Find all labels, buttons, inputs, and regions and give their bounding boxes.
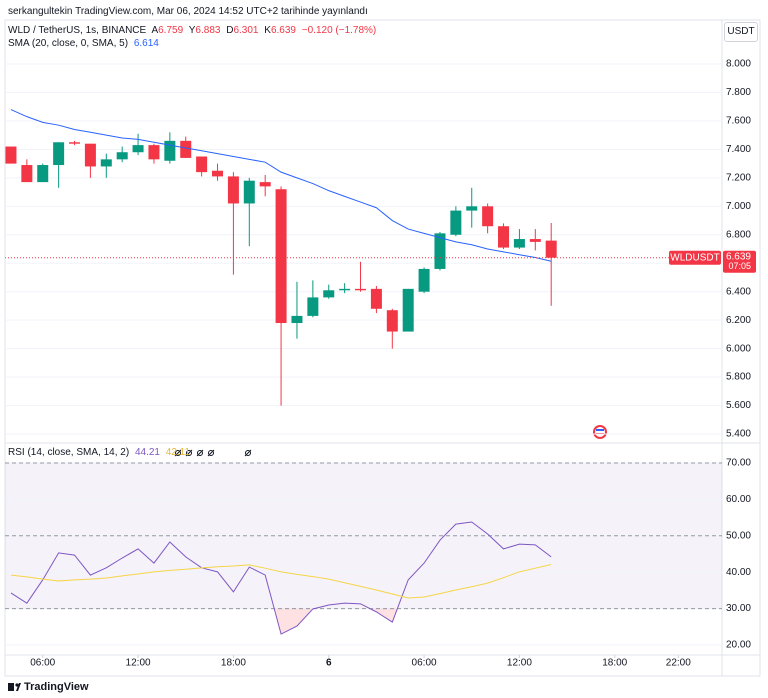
- candle-body: [386, 310, 398, 332]
- rsi-icons[interactable]: [174, 449, 252, 457]
- ohlc-value: 6.301: [233, 25, 259, 36]
- candle-body: [148, 145, 160, 160]
- rsi-line: [10, 564, 552, 599]
- candle-body: [227, 176, 239, 204]
- sma-line: [10, 109, 552, 262]
- price-tag: [723, 250, 756, 273]
- sma-value: 6.614: [133, 38, 159, 49]
- currency-button[interactable]: USDT: [724, 22, 758, 42]
- y-tick-label: 7.600: [726, 116, 751, 127]
- y-tick-label: 5.800: [726, 372, 751, 383]
- candle-body: [291, 315, 303, 324]
- x-tick-label: 06:00: [412, 658, 437, 669]
- rsi-sma-value: 42.11: [165, 447, 191, 458]
- y-tick-label: 7.800: [726, 87, 751, 98]
- candle-body: [498, 226, 510, 248]
- x-tick-label: 6: [326, 658, 332, 669]
- oversold-fill: [274, 608, 398, 635]
- candle-body: [5, 146, 17, 164]
- y-tick-label: 50.00: [726, 530, 751, 541]
- y-tick-label: 40.00: [726, 567, 751, 578]
- x-tick-label: 18:00: [602, 658, 627, 669]
- y-tick-label: 5.400: [726, 429, 751, 440]
- sma-legend: SMA (20, close, 0, SMA, 5) 6.614: [8, 38, 162, 50]
- publisher: serkangultekin TradingView.com, Mar 06, …: [8, 6, 368, 17]
- y-tick-label: 6.400: [726, 286, 751, 297]
- candle-body: [370, 288, 382, 309]
- countdown-label: 07:05: [728, 261, 751, 271]
- rsi-legend: RSI (14, close, SMA, 14, 2) 44.21 42.11: [8, 447, 193, 459]
- y-tick-label: 20.00: [726, 640, 751, 651]
- rsi-title: RSI (14, close, SMA, 14, 2): [8, 447, 130, 458]
- candle-body: [37, 165, 49, 183]
- flag-icon: [593, 425, 607, 439]
- candle-body: [116, 152, 128, 160]
- candle-body: [418, 268, 430, 292]
- x-tick-label: 12:00: [126, 658, 151, 669]
- symbol-tag-label: WLDUSDT: [670, 252, 719, 263]
- ohlc-value: 6.759: [158, 25, 184, 36]
- symbol-tag: [669, 250, 721, 265]
- x-tick-label: 18:00: [221, 658, 246, 669]
- candle-body: [53, 142, 65, 166]
- y-tick-label: 6.000: [726, 343, 751, 354]
- brand: TradingView: [24, 681, 89, 693]
- candles: [5, 132, 557, 406]
- y-tick-label: 30.00: [726, 603, 751, 614]
- y-tick-label: 60.00: [726, 494, 751, 505]
- y-tick-label: 7.400: [726, 144, 751, 155]
- candle-body: [450, 210, 462, 235]
- change: −0.120 (−1.78%): [301, 25, 377, 36]
- candle-body: [323, 290, 335, 298]
- sma-title: SMA (20, close, 0, SMA, 5): [8, 38, 129, 49]
- y-tick-label: 70.00: [726, 458, 751, 469]
- candle-body: [307, 297, 319, 316]
- y-tick-label: 7.000: [726, 201, 751, 212]
- rsi-value: 44.21: [134, 447, 160, 458]
- candle-body: [339, 288, 351, 291]
- ohlc-label: D: [226, 25, 234, 36]
- candle-body: [529, 239, 541, 242]
- frame: [4, 19, 761, 677]
- x-tick-label: 12:00: [507, 658, 532, 669]
- candle-body: [84, 143, 96, 167]
- symbol-title: WLD / TetherUS, 1s, BINANCE: [8, 25, 147, 36]
- candle-body: [243, 180, 255, 204]
- price-tag-label: 6.639: [726, 251, 751, 262]
- ohlc-label: Y: [188, 25, 196, 36]
- y-tick-label: 6.200: [726, 315, 751, 326]
- y-tick-label: 6.800: [726, 229, 751, 240]
- x-tick-label: 06:00: [30, 658, 55, 669]
- rsi-line: [10, 521, 552, 635]
- y-tick-label: 7.200: [726, 172, 751, 183]
- candle-body: [212, 170, 224, 177]
- ohlc-label: K: [264, 25, 271, 36]
- candle-body: [21, 165, 33, 183]
- price-legend: WLD / TetherUS, 1s, BINANCE A6.759 Y6.88…: [8, 25, 379, 37]
- ohlc-label: A: [151, 25, 159, 36]
- y-tick-label: 8.000: [726, 59, 751, 70]
- candle-body: [69, 142, 81, 144]
- candle-body: [482, 206, 494, 227]
- candle-body: [275, 189, 287, 324]
- candle-body: [180, 140, 192, 158]
- candle-body: [513, 239, 525, 248]
- candle-body: [355, 288, 367, 291]
- x-tick-label: 22:00: [666, 658, 691, 669]
- candle-body: [402, 288, 414, 332]
- candle-body: [132, 145, 144, 153]
- tv-logo: [8, 683, 21, 691]
- ohlc-value: 6.639: [270, 25, 296, 36]
- candle-body: [434, 233, 446, 269]
- candle-body: [259, 182, 271, 187]
- candle-body: [466, 206, 478, 211]
- candle-body: [100, 159, 112, 167]
- y-tick-label: 5.600: [726, 400, 751, 411]
- candle-body: [196, 156, 208, 173]
- candle-body: [545, 240, 557, 258]
- ohlc-value: 6.883: [195, 25, 221, 36]
- candle-body: [164, 140, 176, 161]
